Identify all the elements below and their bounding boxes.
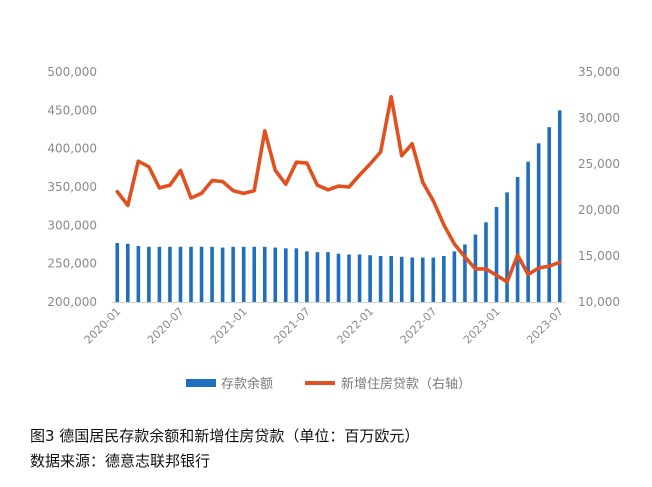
legend-label-deposits: 存款余额 <box>221 376 273 392</box>
deposit-bar <box>273 247 278 302</box>
deposit-bar <box>136 246 141 302</box>
deposit-bar <box>547 127 551 302</box>
deposit-bar <box>294 248 299 302</box>
right-tick-label: 30,000 <box>578 111 620 125</box>
deposit-bar <box>231 246 235 302</box>
deposit-bar <box>505 192 509 302</box>
right-axis-ticks: 10,000 15,000 20,000 25,000 30,000 35,000 <box>578 65 620 309</box>
left-tick-label: 450,000 <box>47 103 97 117</box>
x-tick-label: 2023-01 <box>461 305 503 347</box>
deposit-bar <box>115 242 120 302</box>
deposit-bar <box>252 246 257 302</box>
deposit-bar <box>157 246 162 302</box>
deposit-bar <box>305 251 309 302</box>
deposit-bar <box>347 254 351 302</box>
deposit-bar <box>536 143 541 302</box>
left-tick-label: 500,000 <box>47 65 97 79</box>
deposit-bar <box>315 252 320 302</box>
deposit-bar <box>357 254 362 302</box>
deposit-bar <box>368 255 372 302</box>
deposit-bar <box>326 252 330 302</box>
left-tick-label: 350,000 <box>47 180 97 194</box>
left-tick-label: 300,000 <box>47 218 97 232</box>
right-tick-label: 15,000 <box>578 249 620 263</box>
left-axis-ticks: 200,000 250,000 300,000 350,000 400,000 450,0… <box>47 65 97 309</box>
mortgage-line <box>115 95 562 284</box>
deposit-bar <box>399 256 404 302</box>
chart: 200,000 250,000 300,000 350,000 400,000 450,0… <box>47 65 620 392</box>
deposit-bar <box>168 246 172 302</box>
deposit-bar <box>389 256 393 302</box>
deposit-bar <box>463 244 467 302</box>
right-tick-label: 25,000 <box>578 157 620 171</box>
deposit-bar <box>220 247 225 302</box>
legend-label-mortgage: 新增住房贷款（右轴） <box>341 376 471 392</box>
deposit-bars <box>115 110 562 302</box>
deposit-bar <box>199 246 204 302</box>
deposit-bar <box>420 257 425 302</box>
deposit-bar <box>526 161 530 302</box>
x-tick-label: 2022-07 <box>398 305 440 347</box>
deposit-bar <box>378 256 383 302</box>
deposit-bar <box>410 257 415 302</box>
deposit-bar <box>147 246 151 302</box>
x-tick-label: 2020-07 <box>145 305 187 347</box>
deposit-bar <box>189 246 193 302</box>
deposit-bar <box>515 177 520 302</box>
deposit-bar <box>452 251 457 302</box>
right-tick-label: 10,000 <box>578 295 620 309</box>
left-tick-label: 200,000 <box>47 295 97 309</box>
legend: 存款余额 新增住房贷款（右轴） <box>186 376 471 392</box>
deposit-bar <box>241 246 246 302</box>
data-source: 数据来源：德意志联邦银行 <box>30 452 211 470</box>
x-tick-label: 2023-07 <box>524 305 566 347</box>
deposit-bar <box>557 110 562 302</box>
x-tick-label: 2020-01 <box>82 305 124 347</box>
legend-swatch-deposits <box>186 379 216 387</box>
deposit-bar <box>178 246 183 302</box>
deposit-bar <box>210 246 214 302</box>
x-tick-label: 2021-01 <box>208 305 250 347</box>
x-axis-ticks: 2020-01 2020-07 2021-01 2021-07 2022-01 2022-… <box>82 302 566 347</box>
left-tick-label: 400,000 <box>47 142 97 156</box>
deposit-bar <box>431 257 436 302</box>
left-tick-label: 250,000 <box>47 257 97 271</box>
deposit-bar <box>262 246 267 302</box>
deposit-bar <box>442 256 446 302</box>
deposit-bar <box>494 206 499 302</box>
figure-caption: 图3 德国居民存款余额和新增住房贷款（单位：百万欧元） <box>30 427 420 445</box>
x-tick-label: 2022-01 <box>335 305 377 347</box>
deposit-bar <box>336 253 341 302</box>
mortgage-line-layer <box>115 95 562 284</box>
deposit-bar <box>484 222 488 302</box>
deposit-bar <box>284 248 288 302</box>
right-tick-label: 20,000 <box>578 203 620 217</box>
x-tick-label: 2021-07 <box>271 305 313 347</box>
deposit-bar <box>126 243 130 302</box>
right-tick-label: 35,000 <box>578 65 620 79</box>
